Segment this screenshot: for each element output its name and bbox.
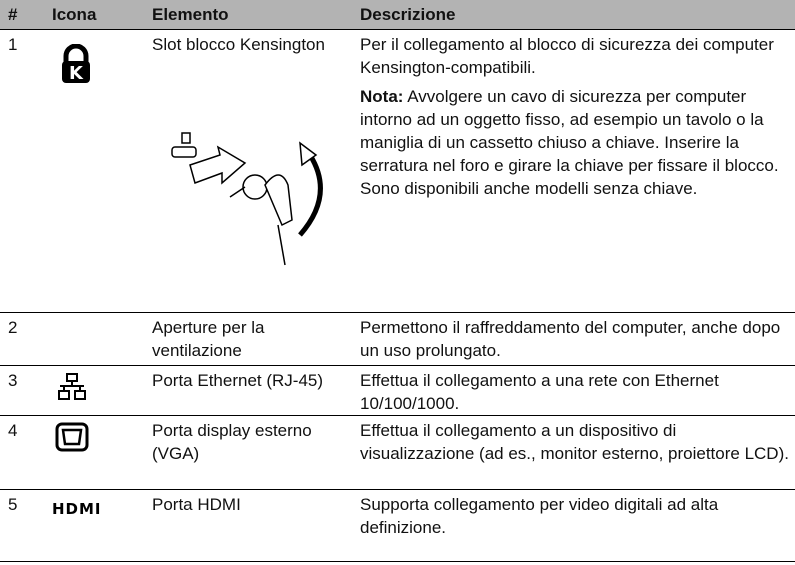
header-cell: # — [8, 5, 18, 24]
icon — [57, 372, 87, 407]
element-name: Slot blocco Kensington — [152, 35, 325, 54]
svg-text:K: K — [69, 63, 84, 84]
element-name: Porta HDMI — [152, 495, 241, 514]
header-row: # Icona Elemento Descrizione — [0, 0, 795, 30]
note-text: Avvolgere un cavo di sicurezza per compu… — [360, 87, 779, 198]
kensington-illustration — [160, 125, 330, 280]
row-number: 5 — [8, 495, 18, 514]
table-row: 5 HDMI Porta HDMI Supporta collegamento per… — [0, 490, 795, 562]
description: Supporta collegamento per video digitali… — [360, 493, 790, 539]
table-row: 1 K Slot blocco Kensington Per il collegame… — [0, 30, 795, 313]
header-cell: Descrizione — [360, 5, 456, 24]
icon: K — [58, 43, 94, 89]
table-row: 2 Aperture per la ventilazione Permettono … — [0, 313, 795, 366]
element-name: Porta display esterno (VGA) — [152, 421, 312, 463]
note: Nota: Avvolgere un cavo di sicurezza per… — [360, 85, 790, 200]
description: Effettua il collegamento a un dispositiv… — [360, 419, 790, 465]
description-text: Permettono il raffreddamento del compute… — [360, 318, 781, 360]
description: Per il collegamento al blocco di sicurez… — [360, 33, 790, 200]
description-text: Effettua il collegamento a un dispositiv… — [360, 421, 789, 463]
element-name: Aperture per la ventilazione — [152, 318, 265, 360]
row-number: 3 — [8, 371, 18, 390]
note-label: Nota: — [360, 87, 404, 106]
row-number: 2 — [8, 318, 18, 337]
row-number: 1 — [8, 35, 18, 54]
description-text: Supporta collegamento per video digitali… — [360, 495, 719, 537]
header-cell: Elemento — [152, 5, 229, 24]
row-number: 4 — [8, 421, 18, 440]
element-name: Porta Ethernet (RJ-45) — [152, 371, 324, 390]
description-text: Effettua il collegamento a una rete con … — [360, 371, 719, 413]
icon — [55, 422, 89, 457]
header-cell: Icona — [52, 5, 97, 24]
table-row: 3 Porta Ethernet (RJ-45) Effettua il colle… — [0, 366, 795, 416]
description: Effettua il collegamento a una rete con … — [360, 369, 790, 415]
hdmi-logo: HDMI — [52, 500, 102, 518]
table-row: 4 Porta display esterno (VGA) Effettua il … — [0, 416, 795, 490]
description: Permettono il raffreddamento del compute… — [360, 316, 790, 362]
description-text: Per il collegamento al blocco di sicurez… — [360, 35, 774, 77]
